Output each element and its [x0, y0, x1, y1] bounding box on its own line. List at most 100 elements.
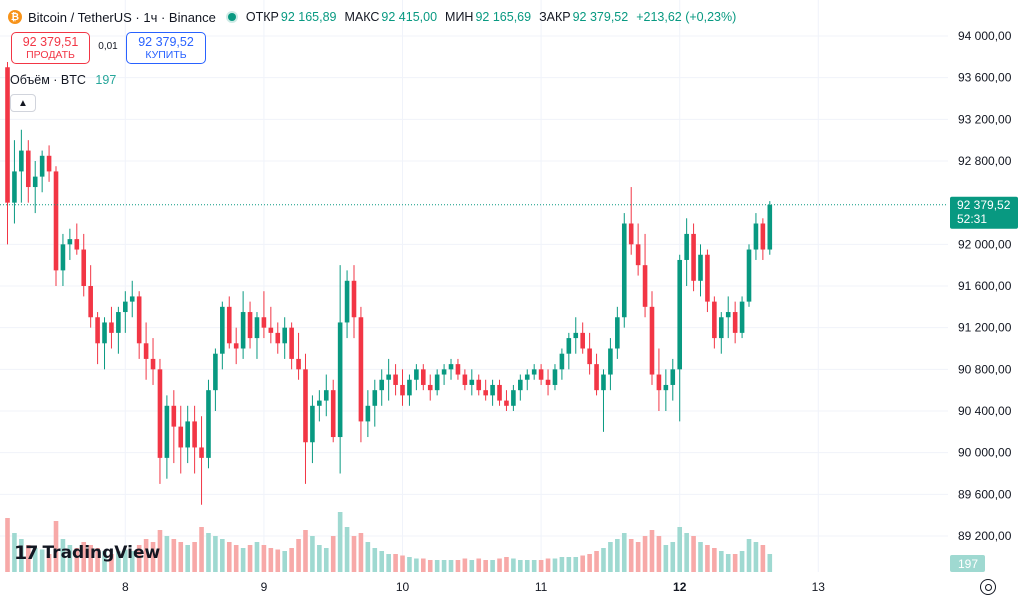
volume-bar: [760, 545, 766, 572]
collapse-legend-button[interactable]: ▲: [10, 94, 36, 112]
volume-bar: [116, 551, 121, 572]
candle-body: [206, 390, 211, 458]
candle-body: [171, 405, 177, 427]
candle-body: [760, 223, 766, 250]
candle-body: [32, 176, 38, 188]
candle-body: [150, 358, 156, 370]
volume-bar: [732, 554, 738, 572]
volume-bar: [150, 542, 156, 572]
volume-bar: [518, 560, 523, 572]
sell-button[interactable]: 92 379,51 ПРОДАТЬ: [11, 32, 90, 64]
volume-bar: [559, 557, 565, 572]
volume-bar: [434, 560, 440, 572]
candle-body: [247, 312, 253, 339]
high-label: МАКС: [344, 10, 380, 24]
candle-body: [552, 369, 558, 385]
candle-body: [656, 374, 662, 391]
candle-body: [414, 369, 419, 380]
volume-bar: [511, 558, 516, 572]
price-axis[interactable]: 94 000,00 93 600,00 93 200,00 92 800,00 92 0…: [958, 29, 1012, 543]
volume-bar: [81, 542, 87, 572]
volume-bar: [601, 548, 606, 572]
volume-bar: [448, 560, 454, 572]
candle-body: [289, 327, 294, 359]
volume-bar: [46, 554, 52, 572]
volume-bar: [524, 560, 530, 572]
market-status-icon: [227, 13, 236, 21]
candle-body: [504, 400, 509, 406]
candle-body: [608, 348, 613, 375]
volume-bar: [240, 548, 246, 572]
volume-bar: [275, 549, 281, 572]
volume-bar: [739, 551, 745, 572]
tradingview-logo-mark: 17: [14, 542, 38, 564]
settings-gear-icon[interactable]: [980, 579, 996, 595]
candle-body: [185, 421, 190, 448]
volume-bar: [552, 558, 558, 572]
candle-body: [67, 239, 73, 245]
volume-bar: [39, 549, 45, 572]
tradingview-logo-text: TradingView: [42, 543, 161, 563]
volume-bar: [289, 548, 294, 572]
volume-bar: [476, 558, 482, 572]
candle-body: [421, 369, 426, 385]
volume-bar: [337, 512, 343, 572]
candle-body: [566, 338, 572, 354]
sell-price: 92 379,51: [22, 35, 79, 49]
volume-bar: [670, 542, 676, 572]
candle-body: [594, 364, 599, 391]
candle-body: [739, 301, 745, 333]
candle-body: [199, 447, 204, 458]
tradingview-logo[interactable]: 17 TradingView: [14, 542, 160, 564]
price-tick-label: 93 200,00: [958, 112, 1012, 126]
close-value: 92 379,52: [572, 10, 629, 24]
volume-bar: [573, 557, 579, 572]
time-tick-label: 11: [535, 580, 548, 594]
volume-bar: [143, 539, 149, 572]
candle-body: [261, 317, 267, 328]
candle-body: [268, 327, 274, 333]
volume-bar: [323, 548, 329, 572]
volume-bar: [656, 536, 662, 572]
candle-body: [746, 249, 752, 302]
volume-bar: [455, 560, 461, 572]
volume-bar: [441, 560, 447, 572]
volume-bar: [427, 560, 433, 572]
candle-body: [545, 379, 551, 385]
symbol-title[interactable]: Bitcoin / TetherUS · 1ч · Binance: [28, 9, 216, 25]
volume-bar: [317, 545, 322, 572]
candle-body: [143, 343, 149, 359]
candle-body: [670, 369, 676, 385]
volume-bar: [310, 536, 315, 572]
candle-body: [95, 317, 100, 344]
candle-body: [538, 369, 544, 380]
candle-body: [344, 280, 350, 323]
volume-bar: [102, 551, 107, 572]
bitcoin-icon: ₿: [8, 10, 22, 24]
spread-value: 0,01: [98, 41, 118, 52]
time-axis[interactable]: 8 9 10 11 12 13: [122, 580, 825, 594]
volume-bar: [483, 560, 488, 572]
candle-body: [393, 374, 398, 385]
candle-body: [649, 306, 655, 375]
volume-bar: [753, 542, 759, 572]
candle-body: [573, 332, 579, 339]
buy-button[interactable]: 92 379,52 КУПИТЬ: [126, 32, 206, 64]
volume-bar: [649, 530, 655, 572]
volume-bar: [129, 551, 135, 572]
volume-bar: [19, 539, 24, 572]
time-tick-label: 12: [673, 580, 687, 594]
candle-body: [511, 390, 516, 406]
candle-body: [157, 369, 163, 458]
candle-body: [136, 296, 142, 344]
volume-bar: [587, 554, 592, 572]
volume-bar: [233, 545, 239, 572]
candle-body: [753, 223, 759, 250]
candle-body: [691, 233, 696, 281]
candle-body: [601, 374, 606, 391]
volume-legend[interactable]: Объём · BTC 197: [10, 73, 116, 87]
candle-body: [46, 155, 52, 172]
time-tick-label: 9: [261, 580, 268, 594]
volume-bar: [767, 554, 773, 572]
